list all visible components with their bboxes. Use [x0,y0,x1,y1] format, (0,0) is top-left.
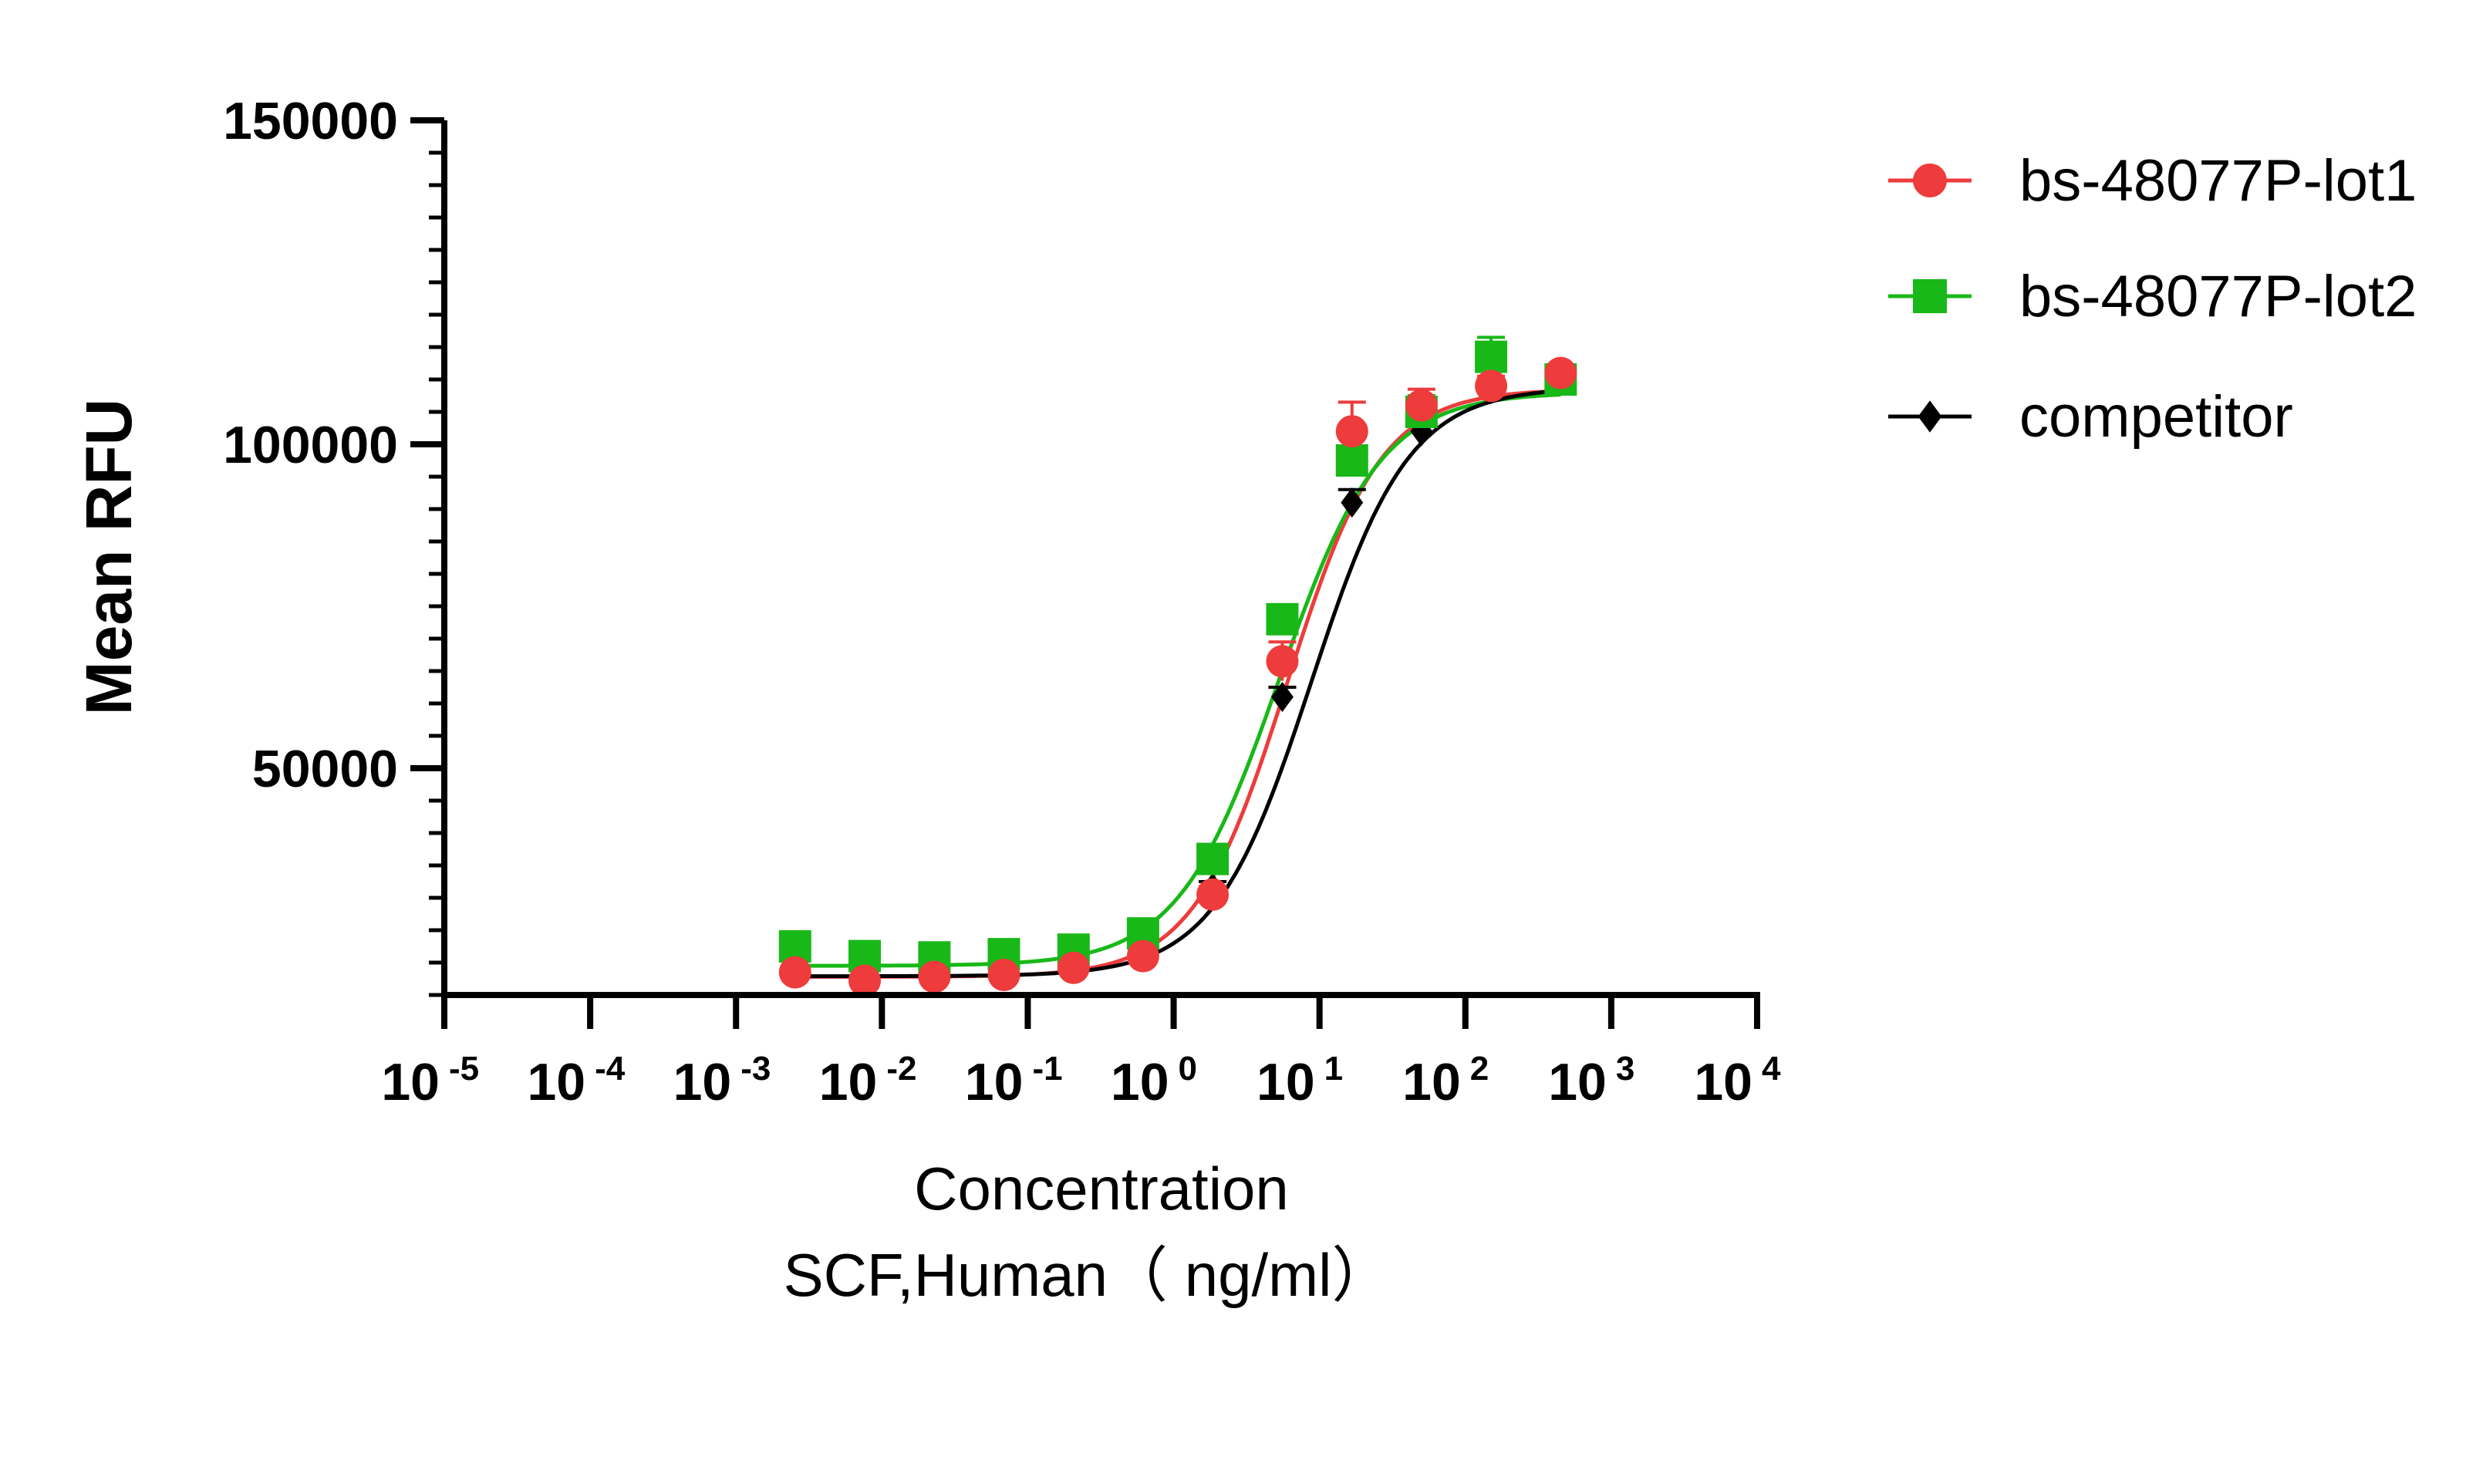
data-point [1271,682,1294,713]
x-tick-base: 10 [1111,1053,1169,1111]
x-tick-label: 10 0 [1111,1050,1197,1111]
data-point [778,956,811,989]
data-markers [778,340,1577,997]
legend-label: bs-48077P-lot2 [2019,264,2417,329]
axes [410,117,1760,1029]
x-tick-base: 10 [1694,1053,1752,1111]
data-point [1196,878,1230,911]
x-tick-exponent: -2 [886,1050,916,1088]
data-point [1196,842,1230,875]
x-tick-base: 10 [1402,1053,1461,1111]
error-bars [781,336,1575,984]
x-tick-exponent: -3 [740,1050,771,1088]
x-tick-base: 10 [1257,1053,1315,1111]
x-tick-label: 10 4 [1694,1050,1781,1111]
data-point [1335,444,1368,477]
fit-curve-bs-48077P-lot1 [794,389,1561,979]
legend-marker [1918,400,1942,433]
fit-curves [794,389,1561,979]
data-point [1405,389,1438,422]
legend-label: competitor [2019,384,2293,450]
x-tick-label: 10 -3 [673,1050,771,1111]
legend: bs-48077P-lot1 bs-48077P-lot2 competitor [1888,148,2417,450]
x-tick-exponent: 0 [1179,1050,1197,1088]
x-tick-base: 10 [819,1053,878,1111]
data-point [1544,356,1577,390]
x-tick-exponent: -4 [595,1050,626,1088]
data-point [1335,415,1368,448]
x-tick-base: 10 [1548,1053,1607,1111]
data-point [1475,340,1508,373]
x-tick-exponent: -1 [1032,1050,1062,1088]
x-tick-base: 10 [527,1053,585,1111]
x-tick-label: 10 1 [1257,1050,1343,1111]
data-point [1266,602,1299,636]
y-tick-label: 50000 [252,740,398,798]
data-point [848,964,882,997]
legend-marker [1913,164,1947,197]
x-tick-base: 10 [965,1053,1024,1111]
data-point [987,958,1020,991]
x-axis-title: Concentration [914,1155,1289,1223]
y-tick-label: 150000 [223,92,398,150]
data-point [1341,487,1364,518]
legend-label: bs-48077P-lot1 [2019,148,2417,214]
data-point [1475,369,1508,403]
data-point [1126,939,1159,973]
data-point [1057,951,1090,984]
y-tick-labels: 50000 100000 150000 [223,92,398,798]
x-tick-exponent: 2 [1470,1050,1489,1088]
data-point [1266,645,1299,678]
x-tick-label: 10 -2 [819,1050,917,1111]
x-tick-exponent: 4 [1762,1050,1781,1088]
y-tick-label: 100000 [223,416,398,474]
legend-item: bs-48077P-lot2 [1888,264,2417,329]
x-tick-label: 10 -1 [965,1050,1063,1111]
x-tick-labels: 10 -5 10 -4 10 -3 10 -2 10 -1 10 0 10 1 10 2 10 3 10 4 [381,1050,1781,1111]
y-axis-title: Mean RFU [73,399,145,716]
fit-curve-bs-48077P-lot2 [794,393,1561,968]
x-tick-label: 10 -5 [381,1050,479,1111]
x-tick-exponent: 1 [1324,1050,1343,1088]
x-tick-exponent: 3 [1616,1050,1634,1088]
x-tick-label: 10 -4 [527,1050,625,1111]
data-point [918,960,951,993]
x-tick-label: 10 3 [1548,1050,1634,1111]
legend-marker [1913,279,1947,313]
x-tick-base: 10 [673,1053,732,1111]
legend-item: bs-48077P-lot1 [1888,148,2417,214]
x-axis-subtitle: SCF,Human（ ng/ml） [784,1241,1392,1309]
x-tick-base: 10 [381,1053,440,1111]
legend-item: competitor [1888,384,2293,450]
x-tick-exponent: -5 [449,1050,479,1088]
fit-curve-competitor [794,389,1561,979]
x-tick-label: 10 2 [1402,1050,1489,1111]
